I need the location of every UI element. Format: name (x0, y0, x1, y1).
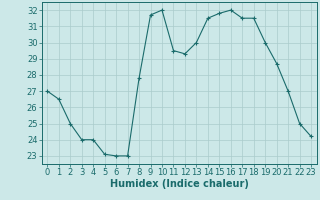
X-axis label: Humidex (Indice chaleur): Humidex (Indice chaleur) (110, 179, 249, 189)
